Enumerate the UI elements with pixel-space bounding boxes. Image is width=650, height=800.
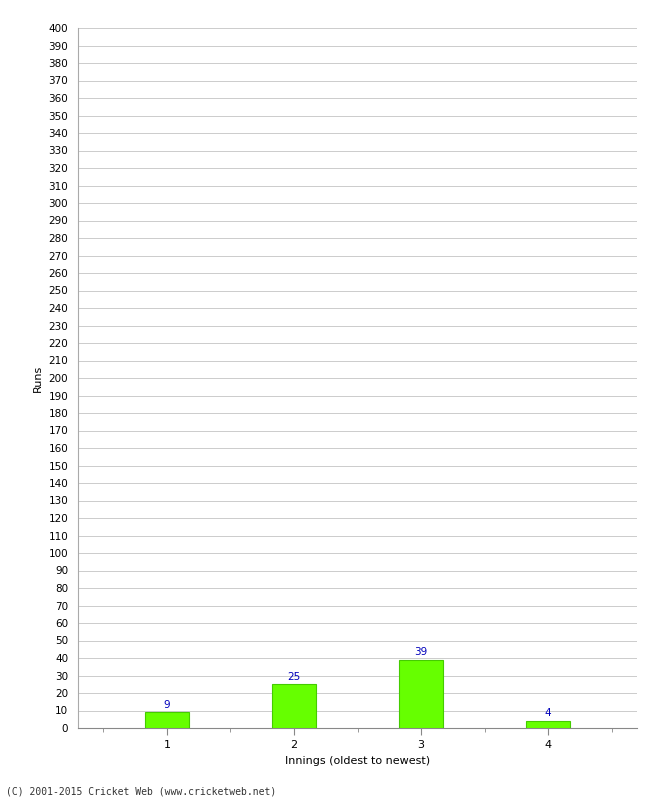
Bar: [399, 660, 443, 728]
Text: (C) 2001-2015 Cricket Web (www.cricketweb.net): (C) 2001-2015 Cricket Web (www.cricketwe…: [6, 786, 277, 796]
Text: 4: 4: [545, 708, 551, 718]
Bar: [526, 721, 570, 728]
Y-axis label: Runs: Runs: [33, 364, 43, 392]
Text: 9: 9: [164, 700, 170, 710]
Text: 39: 39: [415, 647, 428, 657]
X-axis label: Innings (oldest to newest): Innings (oldest to newest): [285, 756, 430, 766]
Text: 25: 25: [287, 672, 300, 682]
Bar: [145, 712, 189, 728]
Bar: [272, 684, 316, 728]
